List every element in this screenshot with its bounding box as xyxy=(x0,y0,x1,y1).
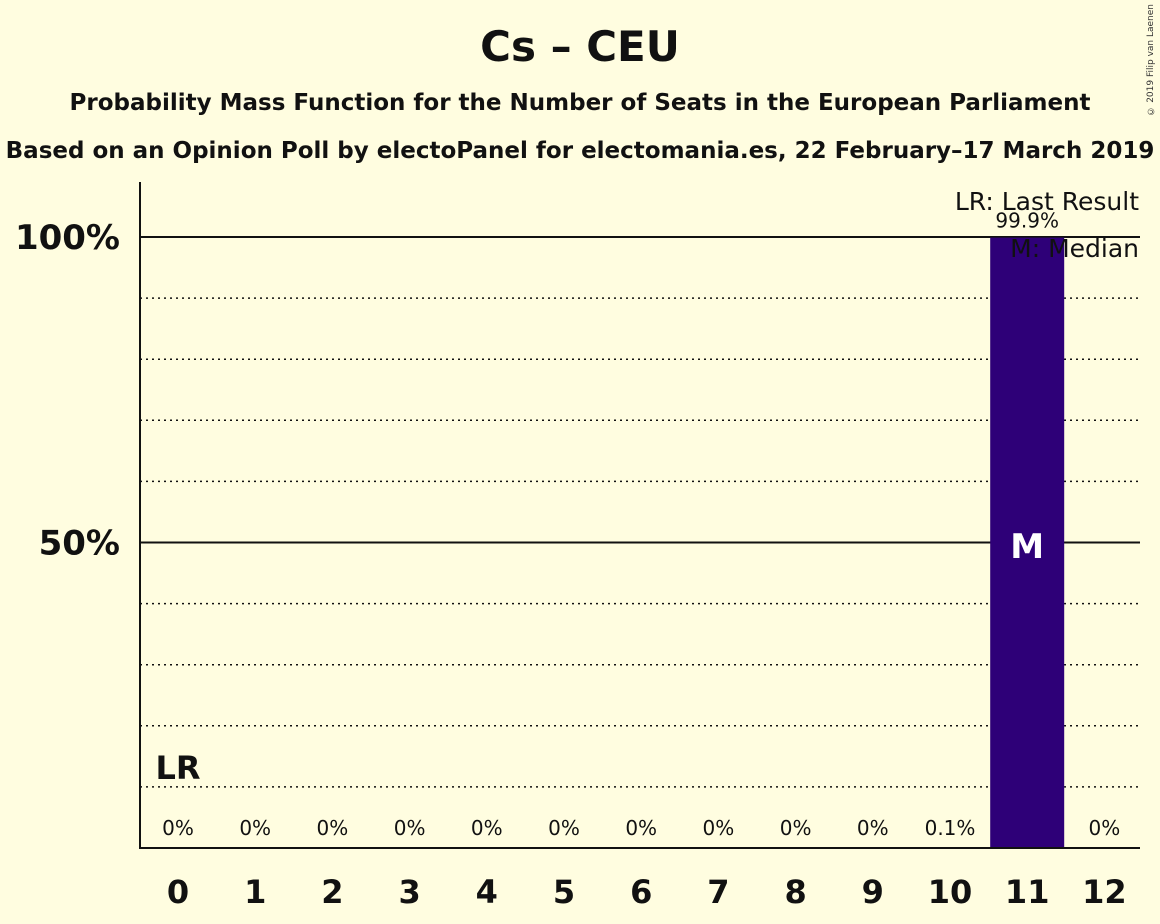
data-label: 0% xyxy=(780,816,812,840)
median-marker: M xyxy=(1010,527,1044,567)
y-tick-label: 100% xyxy=(15,218,120,258)
data-label: 0% xyxy=(317,816,349,840)
x-tick-label: 9 xyxy=(862,873,884,911)
y-tick-label: 50% xyxy=(39,524,120,564)
data-label: 0% xyxy=(1089,816,1121,840)
data-label: 0% xyxy=(703,816,735,840)
bar-seat-11 xyxy=(990,237,1065,849)
x-tick-label: 4 xyxy=(476,873,498,911)
x-tick-label: 6 xyxy=(630,873,652,911)
x-tick-label: 3 xyxy=(398,873,420,911)
data-label: 0% xyxy=(239,816,271,840)
data-label: 0% xyxy=(548,816,580,840)
data-label: 0% xyxy=(471,816,503,840)
data-label: 0% xyxy=(625,816,657,840)
x-tick-label: 5 xyxy=(553,873,575,911)
x-tick-label: 2 xyxy=(321,873,343,911)
data-label: 0% xyxy=(857,816,889,840)
chart-source: Based on an Opinion Poll by electoPanel … xyxy=(5,138,1155,164)
x-tick-label: 10 xyxy=(928,873,973,911)
last-result-marker: LR xyxy=(155,749,200,787)
legend-median: M: Median xyxy=(1010,234,1139,263)
x-tick-label: 12 xyxy=(1082,873,1127,911)
data-label: 0% xyxy=(394,816,426,840)
x-tick-label: 8 xyxy=(784,873,806,911)
data-label: 0% xyxy=(162,816,194,840)
chart-title: Cs – CEU xyxy=(480,22,680,71)
x-tick-label: 7 xyxy=(707,873,729,911)
data-label: 0.1% xyxy=(925,816,976,840)
data-label: 99.9% xyxy=(995,209,1059,233)
x-tick-label: 0 xyxy=(167,873,189,911)
x-tick-label: 11 xyxy=(1005,873,1050,911)
chart-subtitle: Probability Mass Function for the Number… xyxy=(69,90,1091,116)
legend-last-result: LR: Last Result xyxy=(955,187,1139,216)
x-tick-label: 1 xyxy=(244,873,266,911)
